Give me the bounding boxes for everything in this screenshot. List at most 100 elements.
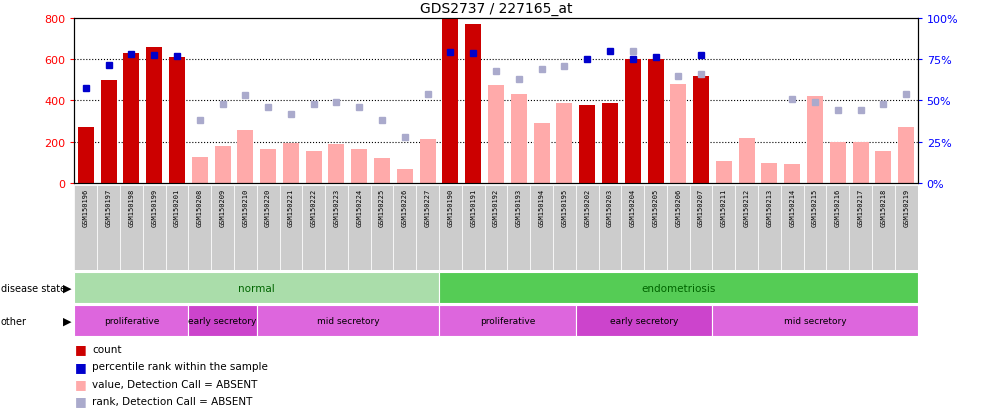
- Bar: [257, 186, 280, 271]
- Text: value, Detection Call = ABSENT: value, Detection Call = ABSENT: [92, 379, 258, 389]
- Text: ■: ■: [74, 342, 86, 356]
- Bar: [420, 140, 435, 184]
- Text: count: count: [92, 344, 122, 354]
- Text: ■: ■: [74, 394, 86, 408]
- Bar: [511, 95, 527, 184]
- Text: GSM150193: GSM150193: [516, 188, 522, 227]
- Bar: [77, 128, 94, 184]
- Bar: [557, 103, 572, 184]
- Text: GSM150195: GSM150195: [561, 188, 567, 227]
- Bar: [781, 186, 804, 271]
- Bar: [625, 60, 641, 184]
- Text: GSM150197: GSM150197: [105, 188, 111, 227]
- Text: normal: normal: [238, 283, 275, 293]
- Text: GSM150214: GSM150214: [790, 188, 796, 227]
- Text: GSM150190: GSM150190: [447, 188, 453, 227]
- Bar: [417, 186, 439, 271]
- Bar: [439, 186, 462, 271]
- Bar: [100, 81, 116, 184]
- Bar: [488, 86, 504, 184]
- Text: proliferative: proliferative: [480, 317, 535, 325]
- Bar: [97, 186, 120, 271]
- Bar: [575, 306, 712, 337]
- Bar: [762, 163, 778, 184]
- Text: mid secretory: mid secretory: [784, 317, 846, 325]
- Text: GSM150208: GSM150208: [196, 188, 202, 227]
- Bar: [575, 186, 598, 271]
- Text: GSM150227: GSM150227: [425, 188, 431, 227]
- Bar: [826, 186, 849, 271]
- Bar: [146, 47, 162, 184]
- Bar: [712, 186, 735, 271]
- Bar: [237, 131, 253, 184]
- Text: GSM150207: GSM150207: [698, 188, 704, 227]
- Text: GSM150219: GSM150219: [903, 188, 910, 227]
- Text: ▶: ▶: [63, 283, 71, 293]
- Text: GSM150225: GSM150225: [379, 188, 385, 227]
- Text: GSM150206: GSM150206: [676, 188, 682, 227]
- Bar: [120, 186, 143, 271]
- Bar: [712, 306, 918, 337]
- Bar: [143, 186, 166, 271]
- Text: mid secretory: mid secretory: [316, 317, 379, 325]
- Text: GSM150216: GSM150216: [835, 188, 841, 227]
- Bar: [74, 306, 188, 337]
- Text: disease state: disease state: [1, 283, 66, 293]
- Bar: [442, 19, 458, 184]
- Bar: [895, 186, 918, 271]
- Text: GSM150199: GSM150199: [151, 188, 157, 227]
- Text: endometriosis: endometriosis: [641, 283, 715, 293]
- Bar: [280, 186, 303, 271]
- Bar: [598, 186, 621, 271]
- Bar: [602, 103, 618, 184]
- Bar: [716, 162, 732, 184]
- Text: GSM150217: GSM150217: [858, 188, 864, 227]
- Bar: [257, 306, 439, 337]
- Bar: [211, 186, 234, 271]
- Bar: [804, 186, 826, 271]
- Bar: [465, 25, 481, 184]
- Text: rank, Detection Call = ABSENT: rank, Detection Call = ABSENT: [92, 396, 253, 406]
- Bar: [234, 186, 257, 271]
- Text: GSM150192: GSM150192: [493, 188, 499, 227]
- Bar: [351, 150, 367, 184]
- Text: ■: ■: [74, 360, 86, 373]
- Bar: [166, 186, 188, 271]
- Bar: [849, 186, 872, 271]
- Text: GSM150194: GSM150194: [539, 188, 545, 227]
- Bar: [303, 186, 325, 271]
- Bar: [621, 186, 644, 271]
- Bar: [462, 186, 485, 271]
- Text: GSM150205: GSM150205: [653, 188, 659, 227]
- Text: GSM150201: GSM150201: [174, 188, 180, 227]
- Bar: [671, 85, 686, 184]
- Text: GSM150204: GSM150204: [630, 188, 636, 227]
- Text: ▶: ▶: [63, 316, 71, 326]
- Text: GSM150215: GSM150215: [812, 188, 818, 227]
- Bar: [693, 76, 709, 184]
- Bar: [875, 152, 892, 184]
- Text: GSM150220: GSM150220: [265, 188, 271, 227]
- Text: GSM150221: GSM150221: [288, 188, 294, 227]
- Text: early secretory: early secretory: [188, 317, 257, 325]
- Bar: [689, 186, 712, 271]
- Text: GSM150203: GSM150203: [607, 188, 613, 227]
- Bar: [439, 273, 918, 304]
- Bar: [739, 138, 755, 184]
- Bar: [807, 97, 823, 184]
- Text: percentile rank within the sample: percentile rank within the sample: [92, 361, 268, 371]
- Text: GSM150226: GSM150226: [402, 188, 408, 227]
- Bar: [123, 54, 139, 184]
- Text: ■: ■: [74, 377, 86, 390]
- Bar: [758, 186, 781, 271]
- Text: GSM150218: GSM150218: [881, 188, 887, 227]
- Bar: [283, 143, 299, 184]
- Bar: [74, 273, 439, 304]
- Text: GSM150222: GSM150222: [310, 188, 316, 227]
- Bar: [735, 186, 758, 271]
- Bar: [534, 124, 550, 184]
- Bar: [188, 306, 257, 337]
- Text: GSM150198: GSM150198: [128, 188, 134, 227]
- Text: GSM150202: GSM150202: [584, 188, 590, 227]
- Text: proliferative: proliferative: [104, 317, 159, 325]
